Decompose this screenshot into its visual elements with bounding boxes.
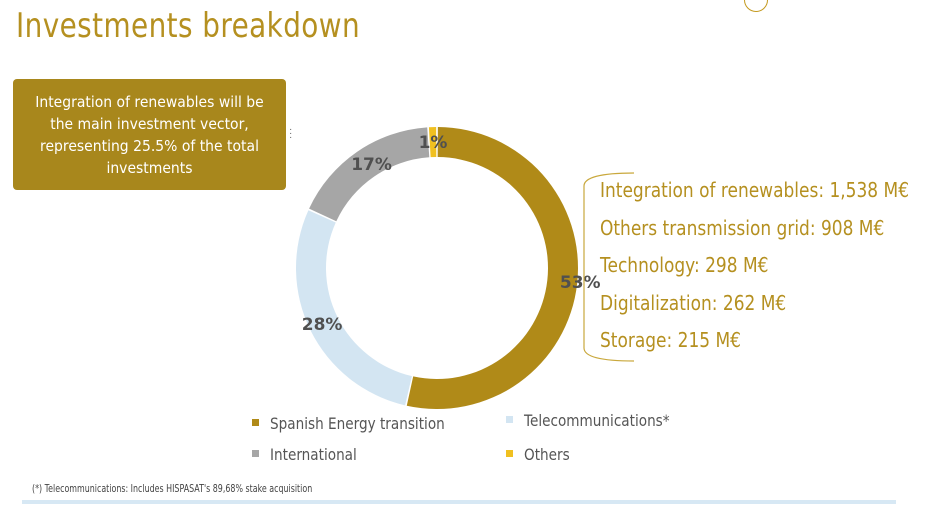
legend-label: Others: [524, 445, 570, 464]
legend-label: Telecommunications*: [524, 411, 670, 430]
donut-slice: [406, 127, 579, 410]
legend-swatch: [506, 416, 513, 423]
legend-swatch: [506, 450, 513, 457]
callout-text: Integration of renewables will be the ma…: [35, 92, 264, 177]
legend-item-telecommunications: Telecommunications*: [506, 411, 695, 430]
breakdown-item: Storage: 215 M€: [600, 328, 741, 352]
footnote: (*) Telecommunications: Includes HISPASA…: [32, 482, 313, 495]
slice-label: 28%: [302, 315, 343, 335]
slice-label: 53%: [560, 273, 601, 293]
donut-slice: [309, 127, 430, 222]
breakdown-item: Digitalization: 262 M€: [600, 290, 787, 315]
legend-swatch: [252, 450, 259, 457]
donut-slice: [296, 210, 412, 406]
legend-label: Spanish Energy transition: [270, 414, 445, 433]
donut-slice: [428, 127, 437, 158]
breakdown-item: Technology: 298 M€: [600, 253, 769, 277]
breakdown-item: Others transmission grid: 908 M€: [600, 215, 885, 240]
breakdown-bracket: [583, 172, 635, 362]
legend-label: International: [270, 445, 357, 464]
drag-handle-icon: · · ·: [289, 124, 293, 143]
legend-swatch: [252, 419, 259, 426]
legend-item-international: International: [252, 445, 372, 464]
bottom-divider: [22, 500, 896, 504]
legend-item-spanish-energy: Spanish Energy transition: [252, 414, 476, 433]
slice-label: 1%: [419, 133, 448, 153]
legend-item-others: Others: [506, 445, 578, 464]
breakdown-item: Integration of renewables: 1,538 M€: [600, 178, 910, 202]
callout-box: Integration of renewables will be the ma…: [13, 79, 286, 190]
slice-label: 17%: [351, 155, 392, 175]
breakdown-list: Integration of renewables: 1,538 M€ Othe…: [600, 174, 951, 362]
page-title: Investments breakdown: [16, 6, 361, 46]
